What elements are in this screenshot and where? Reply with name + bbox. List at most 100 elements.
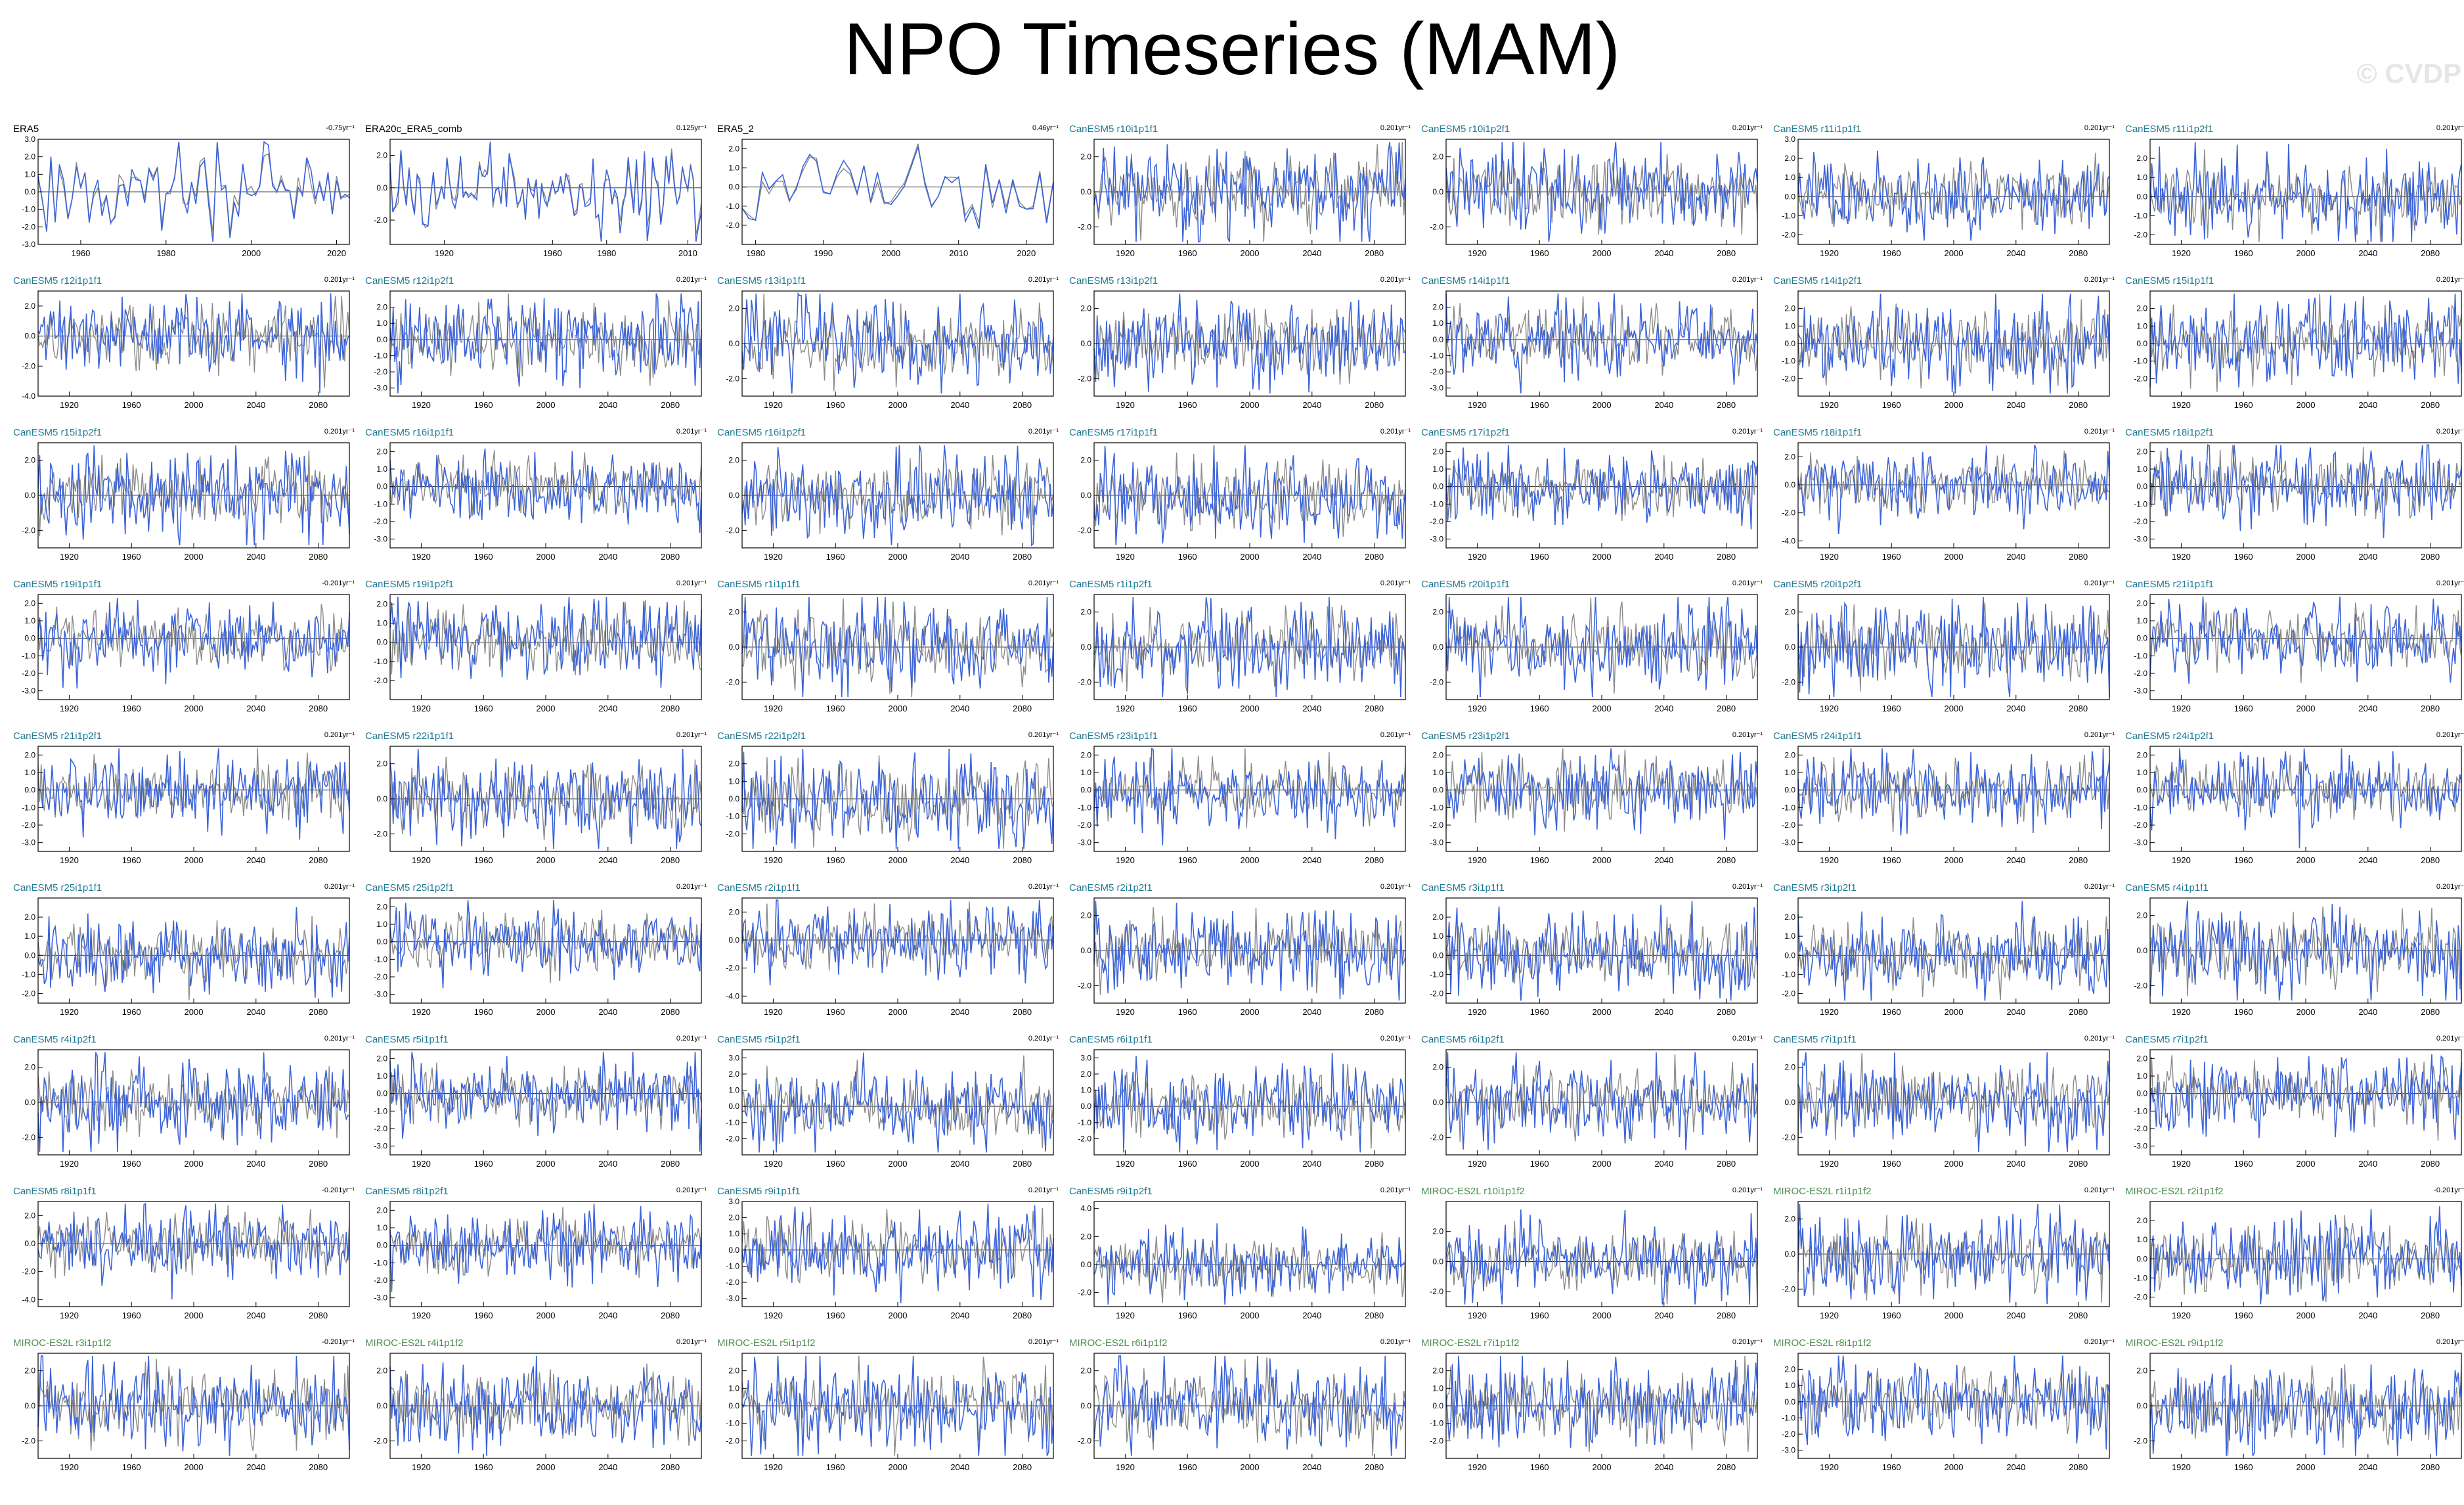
x-tick-label: 2040 (1654, 1007, 1673, 1017)
timeseries-panel: CanESM5 r8i1p2f1 0.201yr⁻¹ 2.0 1.0 0.0 -1.0 -2… (365, 1186, 707, 1334)
timeseries-panel: CanESM5 r12i1p2f1 0.201yr⁻¹ 2.0 1.0 0.0 -1.0 -… (365, 275, 707, 423)
panel-plot: 3.0 2.0 1.0 0.0 -1.0 -2.0 1920 1960 2000 2040 2080 (1782, 135, 2110, 258)
member-series-line (1797, 1355, 2110, 1450)
panel-title: CanESM5 r7i1p2f1 (2125, 1034, 2209, 1045)
panel-plot: 2.0 0.0 -2.0 1920 1960 2000 2040 2080 (726, 290, 1054, 410)
panel-plot: 2.0 0.0 -2.0 -4.0 1920 1960 2000 2040 2080 (22, 290, 350, 410)
y-tick-label: 2.0 (1784, 750, 1795, 759)
y-tick-label: -1.0 (1430, 1419, 1443, 1428)
y-tick-label: 0.0 (2136, 192, 2147, 201)
y-tick-label: -2.0 (1782, 508, 1795, 518)
x-tick-label: 2000 (1593, 400, 1612, 410)
y-tick-label: -3.0 (2134, 686, 2147, 696)
y-tick-label: 1.0 (24, 169, 35, 179)
x-tick-label: 2000 (1241, 704, 1260, 713)
timeseries-panel: CanESM5 r10i1p2f1 0.201yr⁻¹ 2.0 0.0 -2.0 1920… (1421, 124, 1763, 271)
x-tick-label: 2080 (1013, 1159, 1032, 1169)
x-tick-label: 1920 (764, 400, 783, 410)
x-tick-label: 2040 (1302, 552, 1321, 562)
y-tick-label: -2.0 (1078, 526, 1091, 535)
x-tick-label: 2000 (889, 1007, 908, 1017)
timeseries-panel: MIROC-ES2L r6i1p1f2 0.201yr⁻¹ 2.0 0.0 -2.0 19… (1069, 1337, 1411, 1485)
y-tick-label: 2.0 (728, 1366, 739, 1376)
panel-plot: 2.0 0.0 -2.0 1920 1960 2000 2040 2080 (1078, 1353, 1406, 1472)
x-tick-label: 1960 (122, 704, 141, 713)
y-tick-label: 3.0 (728, 1053, 739, 1062)
y-tick-label: 0.0 (1080, 946, 1091, 955)
y-tick-label: 2.0 (376, 1054, 387, 1063)
panel-plot: 2.0 1.0 0.0 -1.0 -2.0 1920 1960 2000 2040 2080 (2134, 139, 2462, 258)
reference-series-line (1093, 1064, 1406, 1149)
y-tick-label: 0.0 (2136, 634, 2147, 643)
panel-plot: 2.0 1.0 0.0 -1.0 -2.0 1920 1960 2000 2040 2080 (1430, 1353, 1758, 1472)
panel-plot: 4.0 2.0 0.0 -2.0 1920 1960 2000 2040 2080 (1078, 1201, 1406, 1320)
reference-series-line (741, 598, 1054, 698)
x-tick-label: 2040 (1302, 400, 1321, 410)
panel-title: CanESM5 r14i1p1f1 (1421, 275, 1510, 286)
x-tick-label: 1960 (122, 1007, 141, 1017)
panel-title: CanESM5 r23i1p2f1 (1421, 730, 1510, 742)
x-tick-label: 2000 (2297, 704, 2316, 713)
x-tick-label: 2000 (1945, 400, 1964, 410)
x-tick-label: 1960 (122, 1311, 141, 1320)
x-tick-label: 1920 (60, 704, 79, 713)
member-series-line (37, 141, 350, 242)
x-tick-label: 1960 (2234, 855, 2253, 865)
timeseries-panel: CanESM5 r13i1p1f1 0.201yr⁻¹ 2.0 0.0 -2.0 1920… (717, 275, 1059, 423)
panel-trend-label: 0.201yr⁻¹ (676, 1035, 707, 1043)
x-tick-label: 2080 (2069, 704, 2088, 713)
timeseries-panel: CanESM5 r15i1p2f1 0.201yr⁻¹ 2.0 0.0 -2.0 1920… (13, 427, 355, 575)
x-tick-label: 2080 (1717, 1159, 1736, 1169)
x-tick-label: 2000 (537, 855, 556, 865)
y-tick-label: -2.0 (22, 1267, 35, 1276)
y-tick-label: 1.0 (728, 1086, 739, 1095)
timeseries-panel: CanESM5 r7i1p1f1 0.201yr⁻¹ 2.0 0.0 -2.0 1920 1… (1773, 1034, 2115, 1182)
x-tick-label: 2080 (1717, 704, 1736, 713)
panel-trend-label: 0.201yr⁻¹ (1380, 883, 1411, 891)
x-tick-label: 1960 (1882, 400, 1901, 410)
y-tick-label: 2.0 (1432, 1366, 1443, 1376)
panel-title: CanESM5 r10i1p1f1 (1069, 124, 1158, 135)
x-tick-label: 1960 (1178, 1159, 1197, 1169)
y-tick-label: 1.0 (2136, 464, 2147, 474)
y-tick-label: 2.0 (1080, 911, 1091, 920)
reference-series-line (1797, 451, 2110, 514)
x-tick-label: 1920 (412, 1159, 431, 1169)
panel-title: CanESM5 r12i1p1f1 (13, 275, 102, 286)
x-tick-label: 1960 (122, 855, 141, 865)
y-tick-label: -2.0 (1782, 677, 1795, 686)
x-tick-label: 2080 (2421, 1462, 2440, 1472)
x-tick-label: 2080 (2421, 704, 2440, 713)
x-tick-label: 1920 (2172, 855, 2191, 865)
panel-plot: 2.0 0.0 -2.0 1920 1960 2000 2040 2080 (1430, 1201, 1758, 1320)
member-series-line (2149, 1054, 2462, 1140)
x-tick-label: 1960 (1530, 1311, 1549, 1320)
panel-plot: 2.0 1.0 0.0 -1.0 -2.0 -3.0 1920 1960 2000 2040 208… (374, 290, 702, 410)
x-tick-label: 1960 (543, 248, 562, 258)
y-tick-label: 0.0 (1080, 786, 1091, 795)
x-tick-label: 2040 (2358, 1159, 2377, 1169)
x-tick-label: 2000 (889, 400, 908, 410)
y-tick-label: -2.0 (1078, 222, 1091, 231)
y-tick-label: 2.0 (24, 1211, 35, 1220)
y-tick-label: 0.0 (1432, 786, 1443, 795)
x-tick-label: 2020 (327, 248, 346, 258)
member-series-line (1445, 293, 1758, 393)
x-tick-label: 2000 (537, 704, 556, 713)
y-tick-label: -2.0 (1078, 981, 1091, 990)
y-tick-label: -1.0 (1782, 803, 1795, 812)
x-tick-label: 1920 (412, 1311, 431, 1320)
panel-plot: 2.0 1.0 0.0 -1.0 -2.0 -3.0 1920 1960 2000 2040 208… (374, 1201, 702, 1320)
panel-trend-label: 0.201yr⁻¹ (324, 883, 355, 891)
x-tick-label: 2080 (1365, 248, 1384, 258)
y-tick-label: 2.0 (24, 456, 35, 465)
panel-plot: 2.0 1.0 0.0 -1.0 -2.0 1920 1960 2000 2040 2080 (22, 897, 350, 1017)
y-tick-label: 2.0 (1784, 912, 1795, 922)
member-series-line (1445, 596, 1758, 698)
timeseries-panel: CanESM5 r22i1p2f1 0.201yr⁻¹ 2.0 1.0 0.0 -1.0 -… (717, 730, 1059, 878)
x-tick-label: 1920 (60, 1159, 79, 1169)
x-tick-label: 2040 (246, 1007, 265, 1017)
member-series-line (37, 1202, 350, 1300)
panel-title: CanESM5 r16i1p1f1 (365, 427, 454, 438)
x-tick-label: 2080 (2069, 1311, 2088, 1320)
